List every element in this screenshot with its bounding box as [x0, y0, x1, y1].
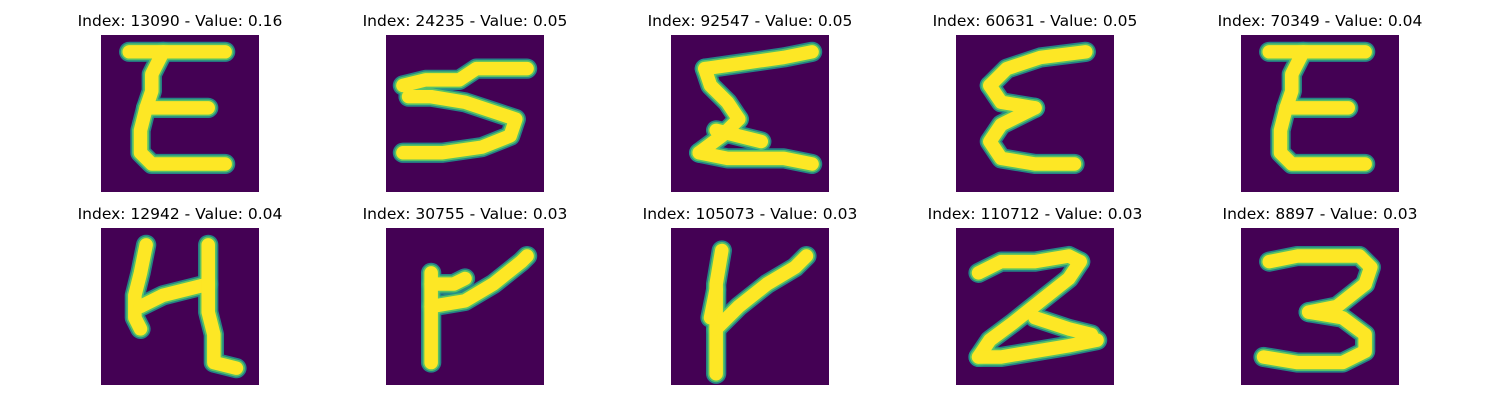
- handwritten-character-image: [386, 228, 544, 385]
- glyph-stroke: [424, 249, 534, 314]
- panel-title: Index: 110712 - Value: 0.03: [927, 205, 1143, 223]
- glyph-stroke: [692, 146, 819, 171]
- image-panel: Index: 12942 - Value: 0.04: [50, 203, 310, 393]
- panel-title: Index: 60631 - Value: 0.05: [932, 12, 1138, 30]
- image-panel: Index: 30755 - Value: 0.03: [335, 203, 595, 393]
- handwritten-character-image: [1241, 35, 1399, 192]
- glyph-stroke: [698, 45, 819, 76]
- panel-title: Index: 70349 - Value: 0.04: [1217, 12, 1423, 30]
- glyph-stroke: [709, 123, 769, 149]
- panel-title: Index: 12942 - Value: 0.04: [77, 205, 283, 223]
- image-panel: Index: 70349 - Value: 0.04: [1190, 10, 1450, 200]
- image-panel: Index: 105073 - Value: 0.03: [620, 203, 880, 393]
- glyph-stroke: [971, 254, 1087, 364]
- glyph-stroke: [698, 61, 746, 126]
- image-panel: Index: 92547 - Value: 0.05: [620, 10, 880, 200]
- panel-title: Index: 105073 - Value: 0.03: [642, 205, 858, 223]
- glyph-stroke: [1028, 310, 1099, 342]
- image-panel: Index: 60631 - Value: 0.05: [905, 10, 1165, 200]
- glyph-stroke: [128, 238, 153, 336]
- glyph-stroke: [983, 45, 1093, 93]
- image-panel: Index: 13090 - Value: 0.16: [50, 10, 310, 200]
- glyph-stroke: [709, 249, 814, 336]
- handwritten-character-image: [671, 35, 829, 192]
- glyph-stroke: [1262, 249, 1378, 291]
- glyph-stroke: [971, 249, 1087, 280]
- image-panel: Index: 24235 - Value: 0.05: [335, 10, 595, 200]
- handwritten-character-image: [1241, 228, 1399, 385]
- glyph-stroke: [1256, 305, 1372, 370]
- glyph-stroke: [396, 61, 534, 93]
- glyph-stroke: [1279, 45, 1310, 115]
- image-panel: Index: 8897 - Value: 0.03: [1190, 203, 1450, 393]
- glyph-stroke: [201, 238, 244, 375]
- panel-title: Index: 13090 - Value: 0.16: [77, 12, 283, 30]
- handwritten-character-image: [386, 35, 544, 192]
- handwritten-character-image: [101, 35, 259, 192]
- glyph-stroke: [1273, 101, 1372, 171]
- handwritten-character-image: [671, 228, 829, 385]
- glyph-stroke: [396, 89, 523, 160]
- handwritten-character-image: [956, 35, 1114, 192]
- glyph-stroke: [703, 282, 723, 325]
- glyph-stroke: [971, 333, 1104, 364]
- panel-title: Index: 30755 - Value: 0.03: [362, 205, 568, 223]
- panel-title: Index: 24235 - Value: 0.05: [362, 12, 568, 30]
- glyph-stroke: [424, 271, 472, 291]
- panel-title: Index: 92547 - Value: 0.05: [647, 12, 853, 30]
- glyph-stroke: [133, 101, 232, 171]
- glyph-stroke: [139, 45, 170, 115]
- glyph-stroke: [983, 101, 1082, 171]
- handwritten-character-image: [956, 228, 1114, 385]
- handwritten-character-image: [101, 228, 259, 385]
- image-panel: Index: 110712 - Value: 0.03: [905, 203, 1165, 393]
- glyph-stroke: [133, 277, 215, 314]
- panel-title: Index: 8897 - Value: 0.03: [1222, 205, 1418, 223]
